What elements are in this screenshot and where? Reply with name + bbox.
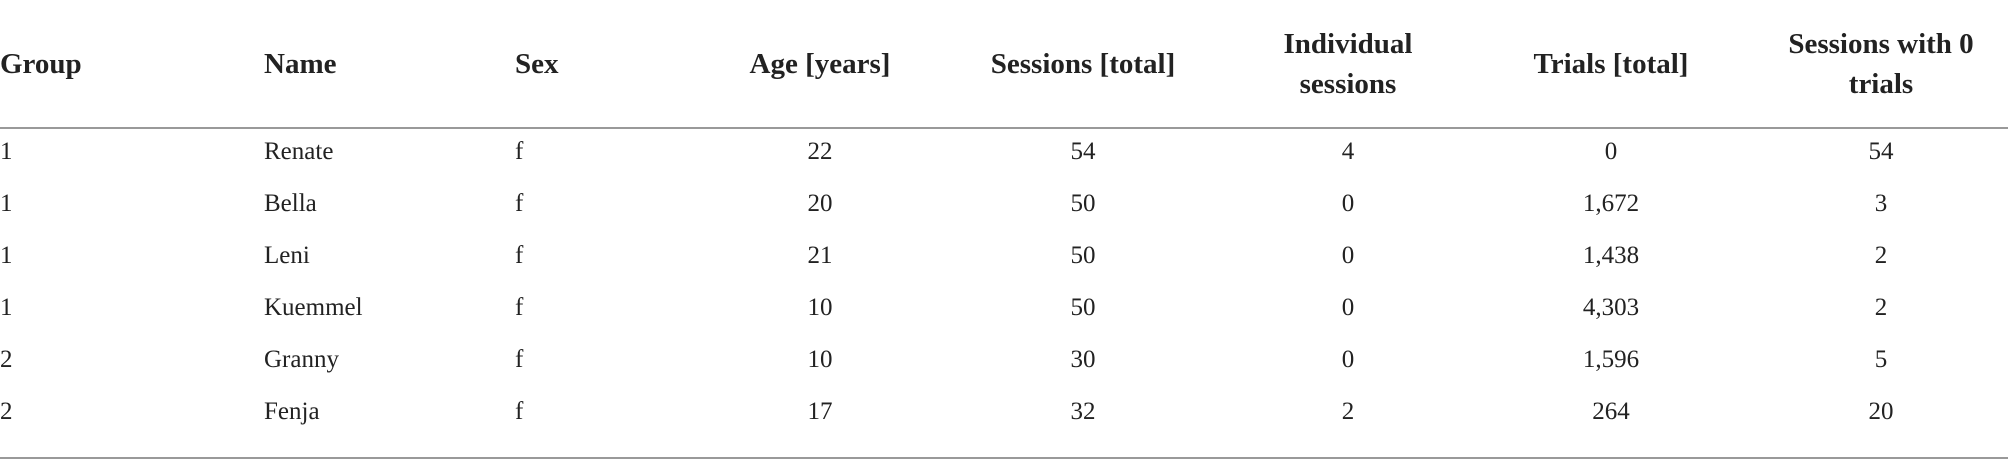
- column-header: Group: [0, 48, 82, 80]
- header-rule: [0, 127, 2008, 129]
- table-cell: 21: [807, 242, 833, 269]
- table-cell: 1,596: [1582, 346, 1640, 373]
- table-cell: 2: [1874, 294, 1888, 321]
- table-cell: 32: [1070, 398, 1096, 425]
- table-cell: 2: [0, 398, 13, 425]
- table-cell: 5: [1874, 346, 1888, 373]
- table-cell: f: [515, 398, 524, 425]
- table-cell: 1,438: [1582, 242, 1640, 269]
- table-cell: 17: [807, 398, 833, 425]
- table-cell: 4,303: [1582, 294, 1640, 321]
- table-cell: Bella: [264, 190, 317, 217]
- column-header: Name: [264, 48, 337, 80]
- column-header: Sessions with 0 trials: [1788, 28, 1974, 100]
- table-cell: Granny: [264, 346, 339, 373]
- table-cell: 0: [1341, 346, 1355, 373]
- table-cell: 0: [1341, 294, 1355, 321]
- table-cell: 0: [1604, 138, 1618, 165]
- table-cell: 264: [1592, 398, 1630, 425]
- table-cell: f: [515, 138, 524, 165]
- column-header: Sex: [515, 48, 559, 80]
- table-cell: 4: [1341, 138, 1355, 165]
- column-header: Trials [total]: [1533, 48, 1689, 80]
- table-cell: 2: [1341, 398, 1355, 425]
- table-cell: 54: [1070, 138, 1096, 165]
- table-cell: Kuemmel: [264, 294, 363, 321]
- table-cell: f: [515, 242, 524, 269]
- table-cell: 20: [1868, 398, 1894, 425]
- table-cell: f: [515, 190, 524, 217]
- table-cell: 3: [1874, 190, 1888, 217]
- table-cell: 10: [807, 294, 833, 321]
- table-cell: 2: [1874, 242, 1888, 269]
- table-cell: 50: [1070, 294, 1096, 321]
- table-cell: 20: [807, 190, 833, 217]
- table-cell: 2: [0, 346, 13, 373]
- table-cell: Leni: [264, 242, 310, 269]
- table-cell: 50: [1070, 190, 1096, 217]
- table-cell: 0: [1341, 190, 1355, 217]
- table-cell: 22: [807, 138, 833, 165]
- bottom-rule: [0, 457, 2008, 459]
- table-cell: 1: [0, 294, 13, 321]
- table-cell: f: [515, 346, 524, 373]
- table-cell: 1: [0, 242, 13, 269]
- column-header: Sessions [total]: [990, 48, 1176, 80]
- table-cell: 0: [1341, 242, 1355, 269]
- table-cell: 30: [1070, 346, 1096, 373]
- column-header: Individual sessions: [1283, 28, 1413, 100]
- table-cell: 1,672: [1582, 190, 1640, 217]
- table-cell: f: [515, 294, 524, 321]
- table-cell: 10: [807, 346, 833, 373]
- table-cell: 1: [0, 138, 13, 165]
- table-cell: 54: [1868, 138, 1894, 165]
- table-cell: Fenja: [264, 398, 320, 425]
- table-cell: Renate: [264, 138, 334, 165]
- table-cell: 1: [0, 190, 13, 217]
- table-cell: 50: [1070, 242, 1096, 269]
- column-header: Age [years]: [749, 48, 891, 80]
